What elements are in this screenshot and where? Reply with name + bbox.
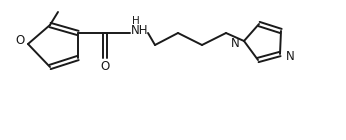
- Text: O: O: [100, 60, 110, 73]
- Text: NH: NH: [131, 24, 148, 37]
- Text: N: N: [231, 37, 240, 50]
- Text: N: N: [286, 50, 295, 62]
- Text: H: H: [132, 16, 140, 26]
- Text: O: O: [15, 33, 25, 46]
